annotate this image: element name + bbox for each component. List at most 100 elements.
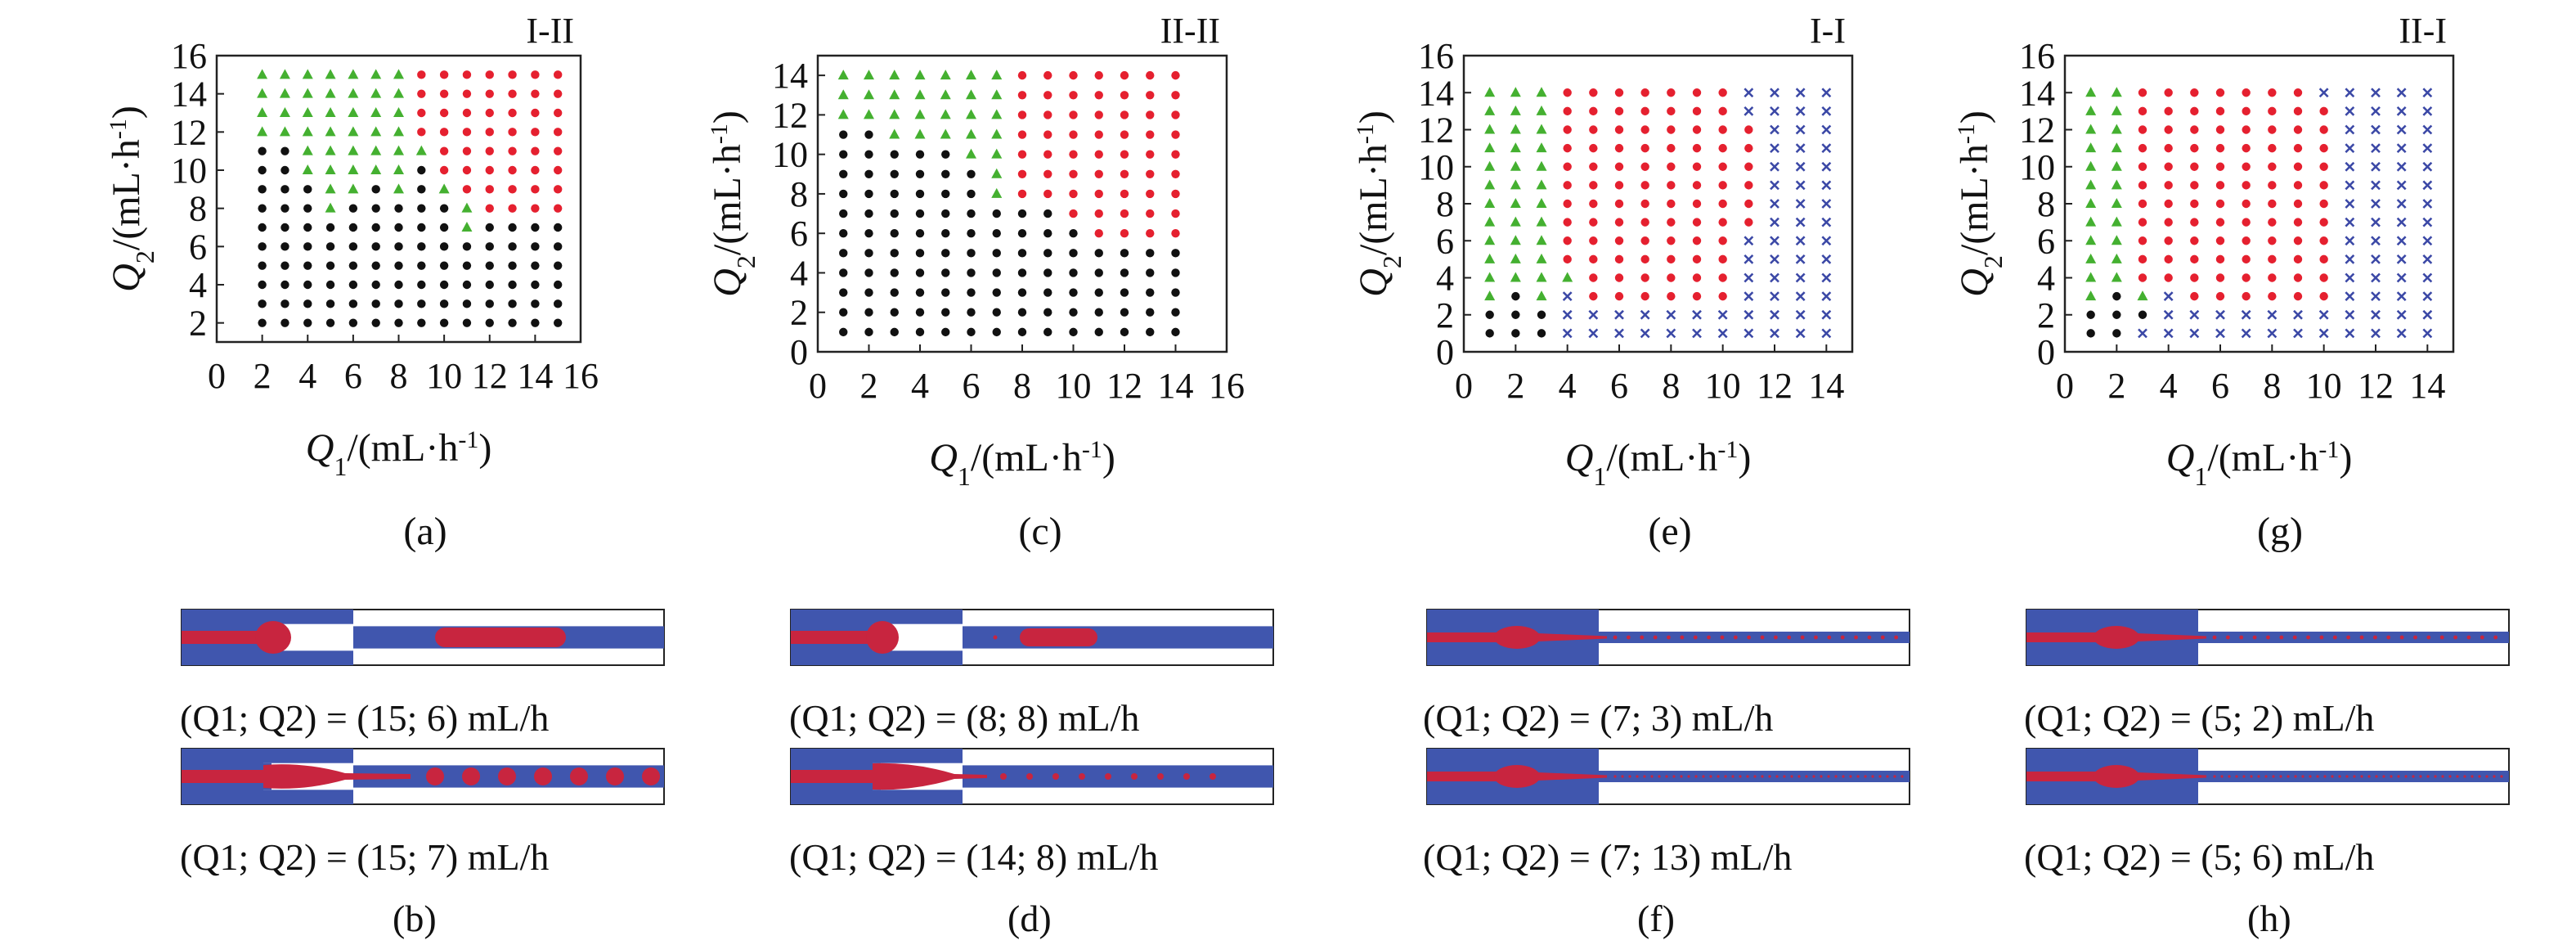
marker-blue-cross (2189, 309, 2200, 320)
marker-black-circle (462, 299, 472, 308)
marker-black-circle (1069, 268, 1078, 277)
marker-black-circle (864, 308, 873, 317)
sim-droplet (1621, 775, 1624, 778)
marker-blue-cross (1770, 124, 1779, 135)
sim-droplet (2372, 635, 2377, 640)
x-tick-label: 14 (1158, 366, 1194, 406)
marker-red-circle (2138, 88, 2147, 97)
marker-black-circle (1017, 288, 1027, 297)
sim-inner-jet (791, 631, 881, 644)
marker-black-circle (531, 261, 540, 270)
marker-black-circle (508, 261, 517, 270)
marker-green-triangle (1536, 198, 1547, 208)
marker-red-circle (1589, 291, 1598, 301)
marker-black-circle (839, 327, 848, 337)
sim-droplet (1854, 635, 1858, 640)
marker-red-circle (1563, 125, 1572, 134)
y-axis-label: Q2/(mL·h-1) (1352, 110, 1407, 297)
marker-red-circle (2293, 254, 2303, 264)
marker-green-triangle (940, 128, 951, 139)
marker-blue-cross (1821, 291, 1832, 302)
marker-blue-cross (1744, 254, 1754, 264)
marker-red-circle (1171, 70, 1180, 80)
sim-channel (790, 609, 1274, 666)
marker-black-circle (462, 242, 472, 251)
marker-black-circle (992, 249, 1001, 258)
marker-red-circle (2164, 143, 2173, 153)
marker-black-circle (864, 327, 873, 337)
marker-blue-cross (2371, 236, 2381, 246)
marker-black-circle (941, 189, 950, 199)
marker-red-circle (2164, 218, 2173, 227)
marker-black-circle (371, 185, 380, 194)
marker-black-circle (394, 261, 403, 270)
marker-black-circle (371, 204, 380, 213)
marker-red-circle (1614, 291, 1624, 301)
marker-black-circle (417, 204, 426, 213)
marker-red-circle (2293, 291, 2303, 301)
sim-droplet (1650, 775, 1654, 778)
x-tick-label: 6 (344, 356, 362, 396)
marker-black-circle (371, 223, 380, 232)
y-tick-label: 6 (2037, 221, 2055, 261)
marker-red-circle (462, 128, 472, 137)
marker-green-triangle (1536, 105, 1547, 115)
marker-black-circle (992, 288, 1001, 297)
marker-red-circle (2190, 254, 2199, 264)
marker-red-circle (2215, 236, 2225, 245)
marker-blue-cross (2396, 180, 2407, 191)
marker-black-circle (553, 242, 563, 251)
sim-droplet (1773, 635, 1778, 640)
y-tick-label: 16 (1418, 36, 1454, 76)
marker-black-circle (890, 189, 899, 199)
marker-green-triangle (940, 89, 951, 100)
marker-red-circle (1171, 91, 1180, 100)
marker-red-circle (2190, 181, 2199, 190)
sim-droplet (2301, 775, 2304, 778)
marker-green-triangle (2111, 216, 2122, 227)
marker-black-circle (394, 318, 403, 327)
sim-droplet (426, 767, 444, 785)
marker-red-circle (485, 185, 494, 194)
marker-black-circle (1485, 310, 1494, 319)
marker-red-circle (1744, 162, 1753, 171)
marker-black-circle (890, 288, 899, 297)
sim-droplet (1880, 635, 1885, 640)
marker-red-circle (2190, 236, 2199, 245)
marker-black-circle (439, 242, 449, 251)
marker-red-circle (2190, 273, 2199, 282)
marker-green-triangle (348, 88, 359, 98)
marker-red-circle (2215, 273, 2225, 282)
marker-blue-cross (2371, 217, 2381, 227)
marker-red-circle (1563, 254, 1572, 264)
marker-green-triangle (325, 88, 336, 98)
marker-green-triangle (864, 89, 874, 100)
marker-red-circle (1667, 273, 1676, 282)
y-axis-label-part: 2 (1377, 255, 1407, 268)
marker-black-circle (890, 150, 899, 159)
marker-blue-cross (1744, 88, 1754, 98)
marker-red-circle (439, 89, 449, 98)
marker-red-circle (1667, 291, 1676, 301)
marker-black-circle (258, 204, 267, 213)
marker-red-circle (1094, 229, 1103, 238)
marker-green-triangle (966, 109, 976, 119)
marker-red-circle (439, 128, 449, 137)
marker-blue-cross (2422, 88, 2433, 98)
marker-red-circle (2242, 106, 2251, 116)
marker-red-circle (1589, 236, 1598, 245)
marker-green-triangle (991, 89, 1003, 100)
marker-red-circle (485, 108, 494, 118)
marker-black-circle (303, 280, 312, 290)
marker-blue-cross (1744, 106, 1754, 116)
marker-black-circle (915, 249, 925, 258)
marker-black-circle (1043, 288, 1052, 297)
marker-green-triangle (302, 88, 313, 98)
sim-droplet (2309, 775, 2312, 778)
y-axis-label: Q2/(mL·h-1) (706, 110, 761, 297)
marker-red-circle (1017, 169, 1027, 178)
marker-red-circle (2138, 236, 2147, 245)
marker-green-triangle (302, 164, 313, 174)
marker-blue-cross (1770, 254, 1779, 264)
marker-green-triangle (1510, 179, 1521, 190)
